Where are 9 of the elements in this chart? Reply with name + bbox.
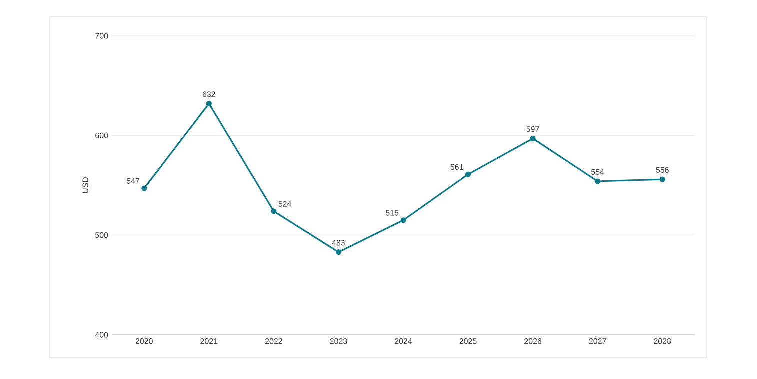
point <box>142 186 148 192</box>
point <box>530 136 536 142</box>
point <box>271 208 277 214</box>
point <box>400 218 406 224</box>
point <box>336 249 342 256</box>
point <box>206 100 212 107</box>
point <box>595 178 601 184</box>
point <box>465 172 472 178</box>
point <box>660 176 666 182</box>
